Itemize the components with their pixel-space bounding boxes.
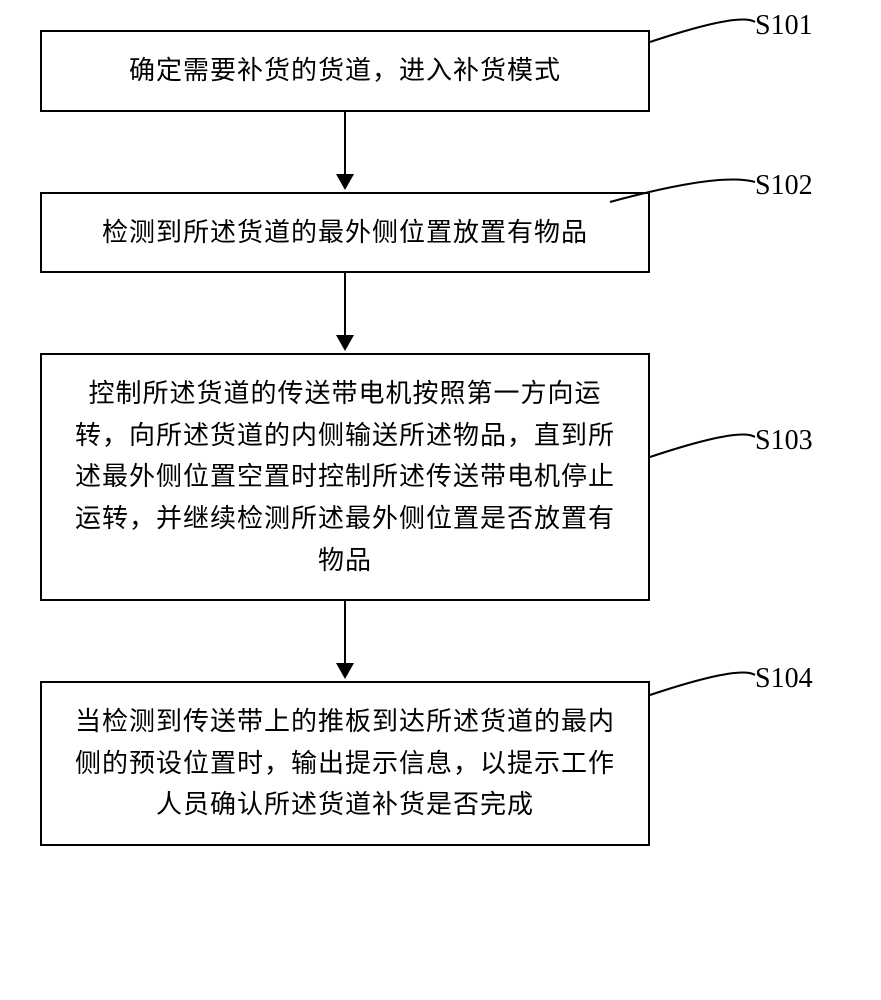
arrow-2 [40,273,650,353]
step-label-s102: S102 [755,170,813,202]
connector-s101 [40,30,840,90]
flowchart-diagram: S101 确定需要补货的货道，进入补货模式 S102 检测到所述货道的最外侧位置… [40,30,840,846]
arrow-head-icon [336,335,354,351]
arrow-line [344,112,346,177]
arrow-line [344,601,346,666]
arrow-1 [40,112,650,192]
arrow-head-icon [336,174,354,190]
step-label-s104: S104 [755,663,813,695]
connector-s103 [40,417,840,497]
connector-s102 [40,190,840,250]
connector-s104 [40,683,840,743]
step-label-s103: S103 [755,425,813,457]
arrow-3 [40,601,650,681]
arrow-line [344,273,346,338]
step-label-s101: S101 [755,10,813,42]
arrow-head-icon [336,663,354,679]
